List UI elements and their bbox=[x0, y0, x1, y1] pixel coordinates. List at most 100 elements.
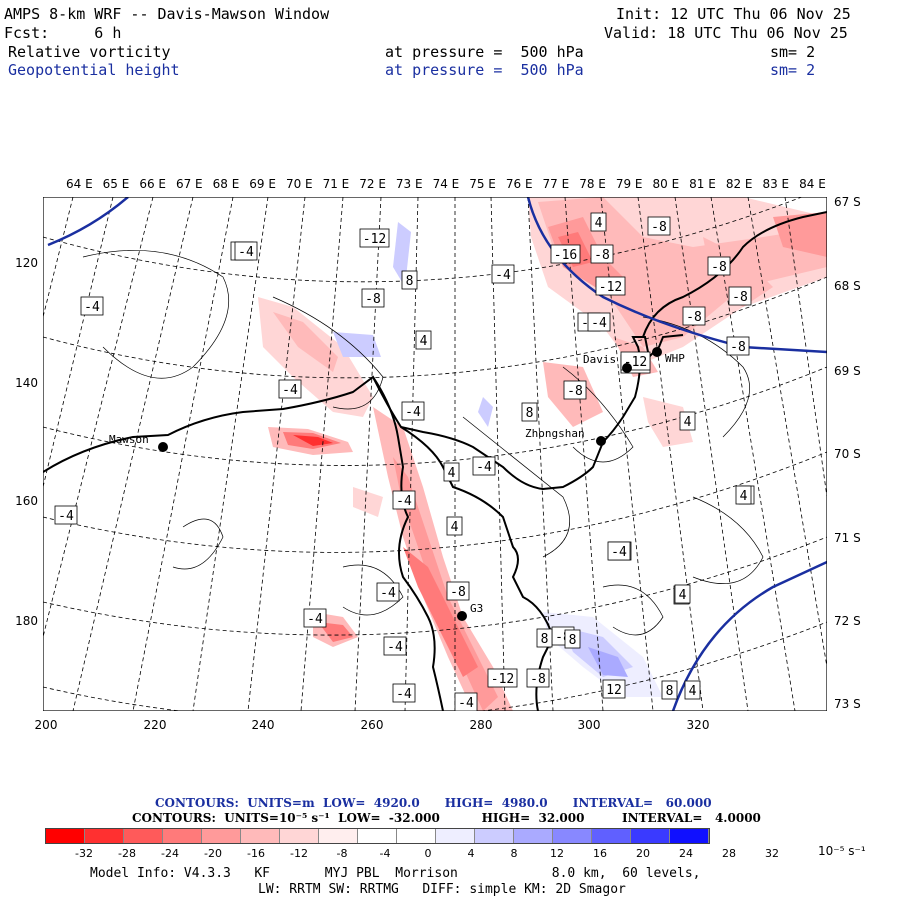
contour-label: -4 bbox=[401, 401, 425, 421]
lon-label: 76 E bbox=[505, 177, 533, 191]
svg-text:-4: -4 bbox=[476, 460, 492, 475]
lon-label: 74 E bbox=[432, 177, 460, 191]
contour-label: -8 bbox=[682, 306, 706, 326]
color-bar-swatch bbox=[85, 829, 124, 843]
color-bar-tick: 4 bbox=[467, 847, 475, 860]
contour-label: -12 bbox=[359, 228, 390, 248]
svg-text:-12: -12 bbox=[363, 232, 386, 247]
lon-label: 68 E bbox=[212, 177, 240, 191]
color-bar-tick: 12 bbox=[550, 847, 564, 860]
contour-label: -4 bbox=[392, 683, 416, 703]
svg-text:-12: -12 bbox=[599, 280, 622, 295]
svg-text:-4: -4 bbox=[380, 586, 396, 601]
color-bar-swatch bbox=[592, 829, 631, 843]
contour-label: -4 bbox=[454, 692, 478, 711]
svg-text:Davis: Davis bbox=[583, 353, 616, 366]
lon-label: 67 E bbox=[175, 177, 203, 191]
color-bar-swatch bbox=[475, 829, 514, 843]
y-axis-label: 140 bbox=[15, 376, 38, 390]
contour-label: -4 bbox=[607, 541, 631, 561]
contour-label: -8 bbox=[361, 288, 385, 308]
station-zhongshan: Zhongshan bbox=[525, 427, 606, 446]
svg-text:8: 8 bbox=[541, 632, 549, 647]
svg-text:-4: -4 bbox=[84, 300, 100, 315]
svg-text:-8: -8 bbox=[567, 384, 583, 399]
contour-label: 4 bbox=[415, 330, 432, 350]
color-bar-tick: -4 bbox=[379, 847, 391, 860]
lon-label: 80 E bbox=[652, 177, 680, 191]
longitude-labels: 64 E 65 E 66 E 67 E 68 E 69 E 70 E 71 E 72 E 73 E… bbox=[66, 177, 826, 191]
svg-text:4: 4 bbox=[451, 520, 459, 535]
lon-label: 83 E bbox=[762, 177, 790, 191]
contour-label: -8 bbox=[590, 244, 614, 264]
map-plot: -4 -4 -12 -8 8 -4 4 -4 -4 -8 -4 4 4 -4 -4 -4 -4 -8 -4 -8 4 -8… bbox=[43, 197, 827, 711]
x-axis-label: 280 bbox=[469, 718, 493, 732]
color-bar-swatch bbox=[631, 829, 670, 843]
svg-text:-8: -8 bbox=[730, 340, 746, 355]
color-bar bbox=[45, 828, 710, 844]
svg-text:-8: -8 bbox=[450, 585, 466, 600]
contour-label: -12 bbox=[595, 276, 626, 296]
contour-label: 8 bbox=[521, 402, 538, 422]
svg-text:-8: -8 bbox=[594, 248, 610, 263]
lon-label: 66 E bbox=[139, 177, 166, 191]
color-bar-tick: 16 bbox=[593, 847, 607, 860]
color-bar-tick: -8 bbox=[336, 847, 348, 860]
svg-text:-8: -8 bbox=[530, 672, 546, 687]
contour-label: -4 bbox=[234, 241, 258, 261]
contour-label: 4 bbox=[674, 584, 691, 604]
coastline bbox=[43, 334, 684, 491]
lon-label: 69 E bbox=[249, 177, 276, 191]
svg-text:-16: -16 bbox=[554, 248, 577, 263]
x-axis-label: 240 bbox=[251, 718, 275, 732]
station-mawson: Mawson bbox=[109, 433, 168, 452]
svg-text:-4: -4 bbox=[495, 268, 511, 283]
field1-smooth: sm= 2 bbox=[770, 43, 816, 61]
svg-text:G3: G3 bbox=[470, 602, 483, 615]
color-bar-swatch bbox=[124, 829, 163, 843]
ice-shelf-edge bbox=[372, 376, 444, 711]
contour-label: 12 bbox=[602, 679, 626, 699]
svg-text:4: 4 bbox=[420, 334, 428, 349]
lat-label: 67 S bbox=[834, 195, 861, 209]
station-whp: WHP bbox=[652, 347, 685, 365]
contour-label: 4 bbox=[443, 462, 460, 482]
color-bar-tick: -32 bbox=[75, 847, 93, 860]
svg-text:-8: -8 bbox=[365, 292, 381, 307]
color-bar-swatch bbox=[241, 829, 280, 843]
svg-text:-4: -4 bbox=[238, 245, 254, 260]
color-bar-tick: -20 bbox=[204, 847, 222, 860]
contour-label: 8 bbox=[401, 270, 418, 290]
contour-label: -4 bbox=[303, 608, 327, 628]
color-bar-tick: -12 bbox=[290, 847, 308, 860]
color-bar-swatch bbox=[46, 829, 85, 843]
color-bar-swatch bbox=[436, 829, 475, 843]
contour-label: -12 bbox=[487, 668, 518, 688]
contour-label: -4 bbox=[383, 636, 407, 656]
svg-text:-8: -8 bbox=[732, 290, 748, 305]
lat-label: 68 S bbox=[834, 279, 861, 293]
svg-text:4: 4 bbox=[684, 415, 692, 430]
x-axis-label: 300 bbox=[577, 718, 601, 732]
color-bar-tick: 28 bbox=[722, 847, 736, 860]
color-bar-tick: 24 bbox=[679, 847, 693, 860]
field1-level: at pressure = 500 hPa bbox=[385, 43, 584, 61]
color-bar-tick: 8 bbox=[510, 847, 518, 860]
lon-label: 72 E bbox=[359, 177, 386, 191]
color-bar-swatch bbox=[280, 829, 319, 843]
contour-label: -16 bbox=[550, 244, 581, 264]
svg-text:Zhongshan: Zhongshan bbox=[525, 427, 585, 440]
lat-label: 72 S bbox=[834, 614, 861, 628]
lat-lon-grid bbox=[43, 197, 827, 711]
svg-text:-4: -4 bbox=[591, 316, 607, 331]
field2-smooth: sm= 2 bbox=[770, 61, 816, 79]
model-title: AMPS 8-km WRF -- Davis-Mawson Window bbox=[4, 5, 330, 23]
contour-label: 4 bbox=[679, 411, 696, 431]
svg-text:Mawson: Mawson bbox=[109, 433, 149, 446]
contour-label: -4 bbox=[54, 505, 78, 525]
forecast-hour: Fcst: 6 h bbox=[4, 24, 122, 42]
x-axis-label: 220 bbox=[143, 718, 167, 732]
x-axis-label: 320 bbox=[686, 718, 710, 732]
contour-label: -8 bbox=[647, 216, 671, 236]
svg-text:-4: -4 bbox=[611, 545, 627, 560]
